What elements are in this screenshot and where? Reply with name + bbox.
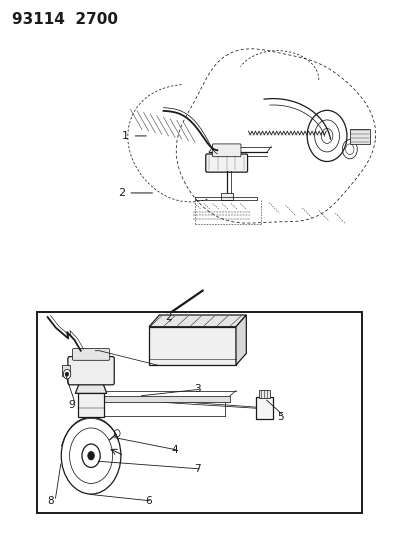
Text: 1: 1 xyxy=(122,131,129,141)
Text: 4: 4 xyxy=(171,446,178,455)
Polygon shape xyxy=(149,315,246,327)
Text: 8: 8 xyxy=(47,496,54,506)
Circle shape xyxy=(88,451,94,460)
Text: 6: 6 xyxy=(145,496,151,506)
Text: 2: 2 xyxy=(118,188,125,198)
FancyBboxPatch shape xyxy=(72,349,109,360)
Text: 9: 9 xyxy=(68,400,75,410)
Text: 3: 3 xyxy=(194,384,201,394)
FancyBboxPatch shape xyxy=(259,390,269,398)
FancyBboxPatch shape xyxy=(349,129,369,144)
FancyBboxPatch shape xyxy=(212,144,240,157)
Polygon shape xyxy=(235,315,246,365)
FancyBboxPatch shape xyxy=(205,154,247,172)
Text: 93114  2700: 93114 2700 xyxy=(12,12,118,27)
Text: 2: 2 xyxy=(165,312,172,322)
Bar xyxy=(149,327,235,365)
Bar xyxy=(78,393,104,417)
FancyBboxPatch shape xyxy=(68,357,114,385)
FancyBboxPatch shape xyxy=(221,193,233,200)
Bar xyxy=(37,312,361,513)
FancyBboxPatch shape xyxy=(255,397,273,419)
Text: 5: 5 xyxy=(277,412,283,422)
Circle shape xyxy=(65,372,69,376)
FancyBboxPatch shape xyxy=(62,365,70,376)
Circle shape xyxy=(63,369,71,379)
Text: 7: 7 xyxy=(194,464,201,474)
Bar xyxy=(97,396,229,402)
Polygon shape xyxy=(75,383,107,393)
